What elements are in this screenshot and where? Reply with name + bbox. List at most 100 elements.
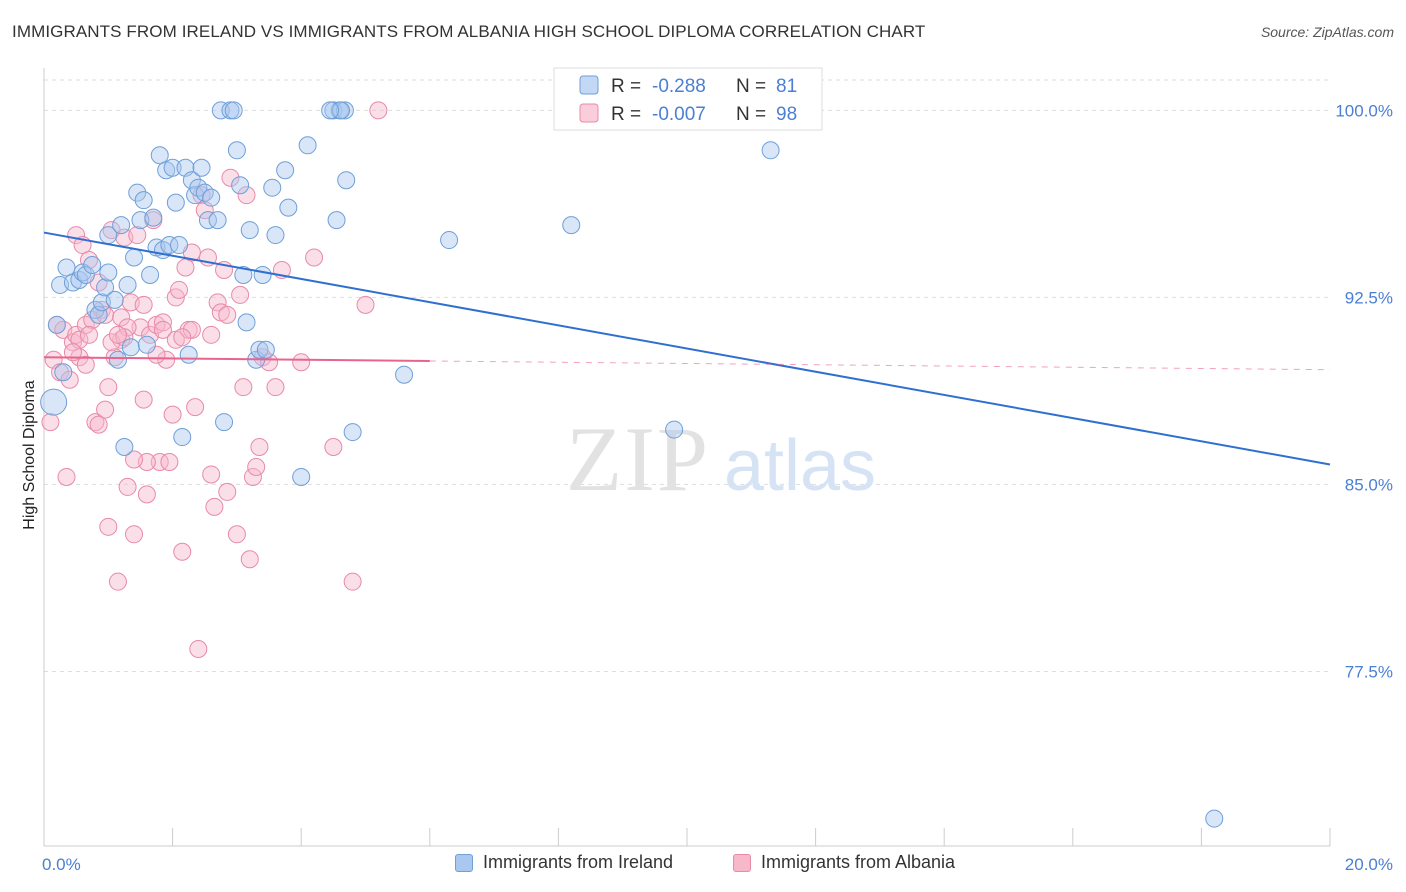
point-albania <box>163 405 182 424</box>
point-ireland <box>211 101 230 120</box>
point-ireland <box>240 221 259 240</box>
legend-swatch-albania <box>733 853 751 872</box>
point-albania <box>137 485 156 504</box>
point-albania <box>131 318 150 337</box>
point-ireland <box>163 158 182 177</box>
point-albania <box>356 295 375 314</box>
point-ireland <box>121 338 140 357</box>
point-albania <box>227 525 246 544</box>
legend-r-value: -0.288 <box>652 76 706 97</box>
point-albania <box>218 482 237 501</box>
point-ireland <box>332 101 351 120</box>
point-albania <box>57 467 76 486</box>
point-albania <box>80 325 99 344</box>
point-ireland <box>321 101 340 120</box>
point-ireland <box>160 236 179 255</box>
point-albania <box>153 313 172 332</box>
point-albania <box>292 353 311 372</box>
point-ireland <box>96 278 115 297</box>
axes: 100.0% 92.5% 85.0% 77.5% 0.0% 20.0% <box>42 68 1393 874</box>
point-albania <box>218 305 237 324</box>
point-albania <box>250 438 269 457</box>
point-albania <box>234 378 253 397</box>
point-ireland <box>202 188 221 207</box>
point-ireland <box>343 423 362 442</box>
point-ireland <box>337 171 356 190</box>
trend-line-ireland <box>43 231 1331 466</box>
point-ireland <box>54 363 73 382</box>
point-albania <box>369 101 388 120</box>
grid-lines <box>44 79 1330 672</box>
point-ireland <box>118 275 137 294</box>
y-tick-label: 100.0% <box>1335 101 1393 120</box>
point-ireland <box>128 183 147 202</box>
point-ireland <box>761 141 780 160</box>
point-ireland <box>86 300 105 319</box>
point-ireland <box>179 345 198 364</box>
point-albania <box>125 450 144 469</box>
point-ireland <box>227 141 246 160</box>
point-albania <box>134 295 153 314</box>
point-ireland <box>237 313 256 332</box>
point-ireland <box>108 350 127 369</box>
legend-swatch-ireland <box>455 853 473 872</box>
point-albania <box>243 467 262 486</box>
point-albania <box>186 398 205 417</box>
point-albania <box>157 350 176 369</box>
point-ireland <box>115 438 134 457</box>
point-ireland <box>141 265 160 284</box>
legend-r-label: R = <box>611 76 641 97</box>
point-albania <box>112 308 131 327</box>
point-ireland <box>76 265 95 284</box>
point-albania <box>221 168 240 187</box>
point-ireland <box>395 365 414 384</box>
point-ireland <box>234 265 253 284</box>
point-albania <box>173 542 192 561</box>
point-albania <box>205 497 224 516</box>
point-albania <box>67 325 86 344</box>
point-albania <box>160 452 179 471</box>
legend-item-albania: Immigrants from Albania <box>733 852 955 873</box>
legend-r-value: -0.007 <box>652 104 706 125</box>
point-ireland <box>224 101 243 120</box>
point-ireland <box>166 193 185 212</box>
stats-legend: R = -0.288 N = 81 R = -0.007 N = 98 <box>553 67 823 131</box>
point-albania <box>231 285 250 304</box>
point-albania <box>89 415 108 434</box>
legend-label-ireland: Immigrants from Ireland <box>483 852 674 872</box>
watermark-zip: ZIP <box>566 408 710 510</box>
point-albania <box>305 248 324 267</box>
point-albania <box>266 378 285 397</box>
point-albania <box>134 390 153 409</box>
point-ireland <box>266 226 285 245</box>
point-ireland <box>192 158 211 177</box>
point-albania <box>170 280 189 299</box>
point-albania <box>208 293 227 312</box>
point-ireland <box>105 290 124 309</box>
point-ireland <box>170 236 189 255</box>
point-albania <box>240 550 259 569</box>
point-ireland <box>173 428 192 447</box>
point-ireland <box>335 101 354 120</box>
point-albania <box>173 328 192 347</box>
point-ireland <box>562 216 581 235</box>
point-albania <box>76 355 95 374</box>
point-albania <box>150 452 169 471</box>
legend-swatch-albania <box>579 103 599 123</box>
point-albania <box>343 572 362 591</box>
data-points <box>40 101 1224 828</box>
point-albania <box>182 320 201 339</box>
point-ireland <box>665 420 684 439</box>
point-albania <box>108 325 127 344</box>
point-albania <box>96 400 115 419</box>
y-tick-label: 85.0% <box>1345 475 1393 494</box>
legend-box <box>553 67 823 131</box>
legend-n-value: 81 <box>776 76 797 97</box>
point-albania <box>41 413 60 432</box>
point-ireland <box>263 178 282 197</box>
point-albania <box>189 640 208 659</box>
point-ireland <box>298 136 317 155</box>
point-ireland <box>1205 809 1224 828</box>
point-albania <box>118 318 137 337</box>
